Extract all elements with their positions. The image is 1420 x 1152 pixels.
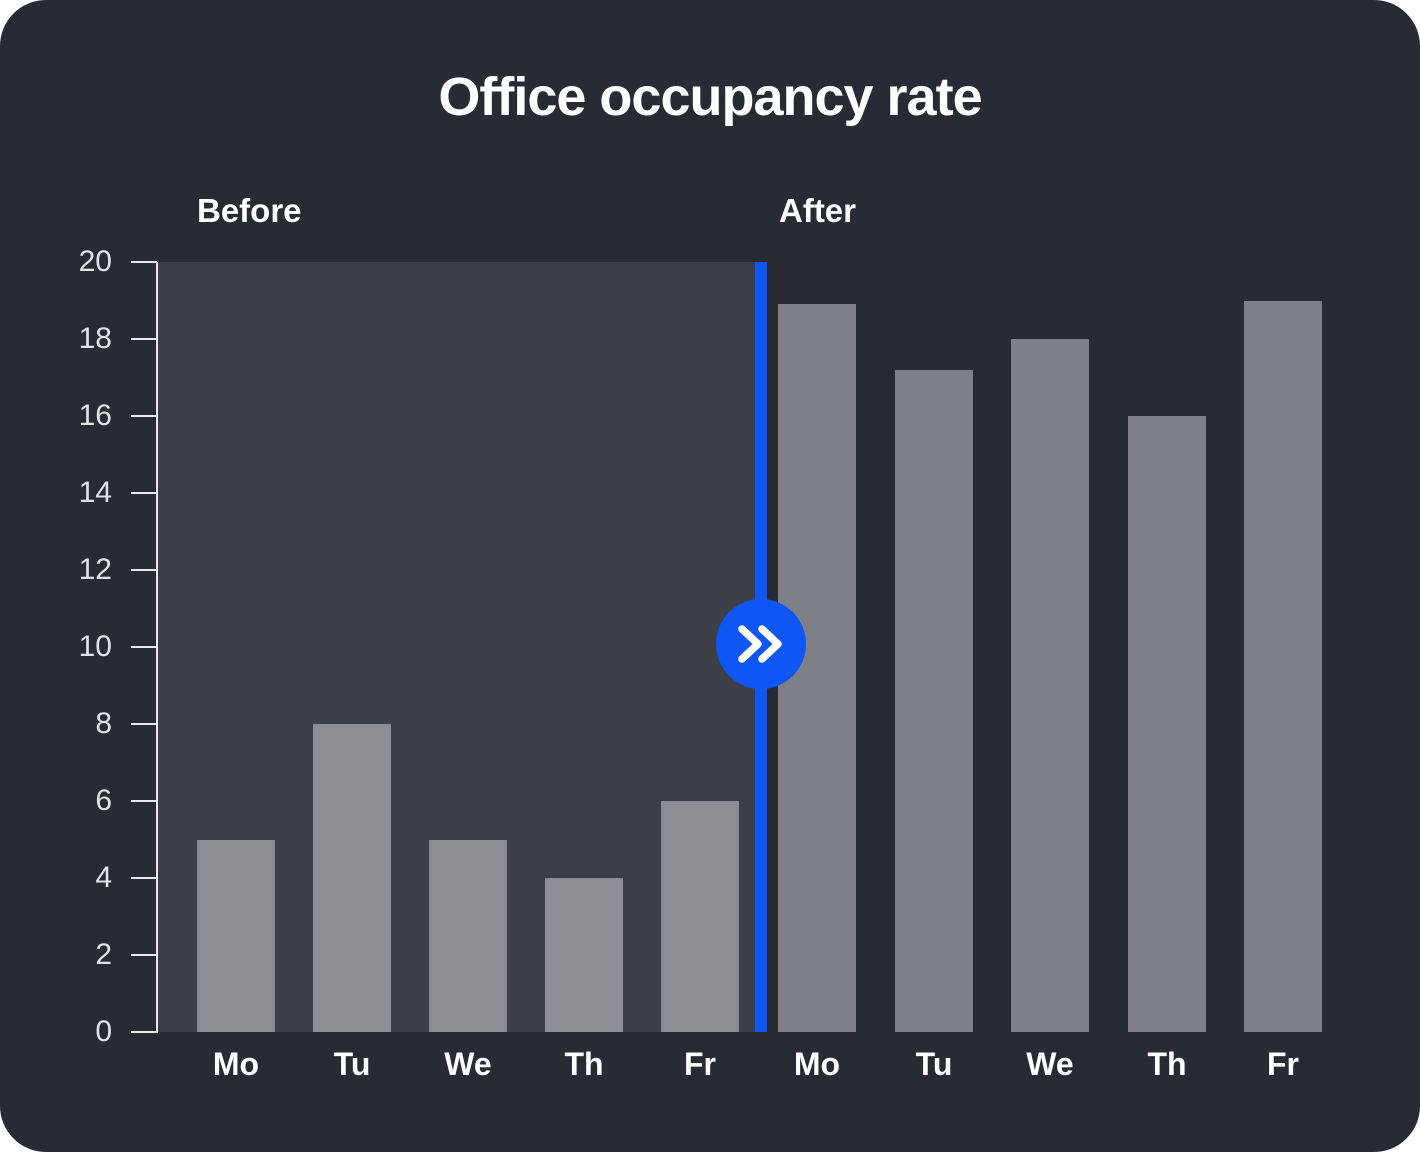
x-label-after-tu: Tu bbox=[915, 1046, 953, 1082]
bar-before-we bbox=[429, 839, 507, 1032]
divider-handle-button[interactable] bbox=[716, 599, 806, 689]
y-tick-label-2: 2 bbox=[95, 938, 112, 971]
before-section-label: Before bbox=[197, 192, 302, 229]
y-tick-20 bbox=[131, 261, 157, 263]
y-tick-4 bbox=[131, 877, 157, 879]
x-label-after-we: We bbox=[1026, 1046, 1074, 1082]
y-tick-12 bbox=[131, 569, 157, 571]
bar-before-mo bbox=[197, 839, 275, 1032]
y-tick-2 bbox=[131, 954, 157, 956]
y-tick-8 bbox=[131, 723, 157, 725]
y-tick-14 bbox=[131, 492, 157, 494]
bar-after-th bbox=[1128, 416, 1206, 1032]
y-tick-label-16: 16 bbox=[78, 399, 112, 432]
y-tick-10 bbox=[131, 646, 157, 648]
x-label-before-fr: Fr bbox=[684, 1046, 716, 1082]
bar-after-fr bbox=[1244, 300, 1322, 1032]
bar-before-tu bbox=[313, 724, 391, 1032]
y-tick-label-14: 14 bbox=[78, 476, 112, 509]
y-tick-label-18: 18 bbox=[78, 322, 112, 355]
y-tick-label-4: 4 bbox=[95, 861, 112, 894]
y-tick-label-20: 20 bbox=[78, 245, 112, 278]
y-tick-6 bbox=[131, 800, 157, 802]
y-tick-18 bbox=[131, 338, 157, 340]
bar-after-tu bbox=[895, 369, 973, 1032]
after-section-label: After bbox=[779, 192, 857, 229]
bar-before-fr bbox=[661, 801, 739, 1032]
bar-after-we bbox=[1011, 339, 1089, 1032]
x-label-before-mo: Mo bbox=[212, 1046, 260, 1082]
x-label-after-mo: Mo bbox=[793, 1046, 841, 1082]
bar-before-th bbox=[545, 878, 623, 1032]
x-label-before-th: Th bbox=[564, 1046, 604, 1082]
x-label-after-fr: Fr bbox=[1267, 1046, 1299, 1082]
y-tick-label-8: 8 bbox=[95, 707, 112, 740]
x-label-after-th: Th bbox=[1147, 1046, 1187, 1082]
y-tick-label-0: 0 bbox=[95, 1015, 112, 1048]
chart-title: Office occupancy rate bbox=[438, 67, 982, 127]
y-tick-label-10: 10 bbox=[78, 630, 112, 663]
y-tick-label-6: 6 bbox=[95, 784, 112, 817]
y-axis-line bbox=[156, 262, 158, 1033]
x-label-before-tu: Tu bbox=[333, 1046, 371, 1082]
double-chevron-right-icon bbox=[738, 625, 782, 663]
y-tick-16 bbox=[131, 415, 157, 417]
y-tick-label-12: 12 bbox=[78, 553, 112, 586]
x-label-before-we: We bbox=[444, 1046, 492, 1082]
y-tick-0 bbox=[131, 1031, 157, 1033]
